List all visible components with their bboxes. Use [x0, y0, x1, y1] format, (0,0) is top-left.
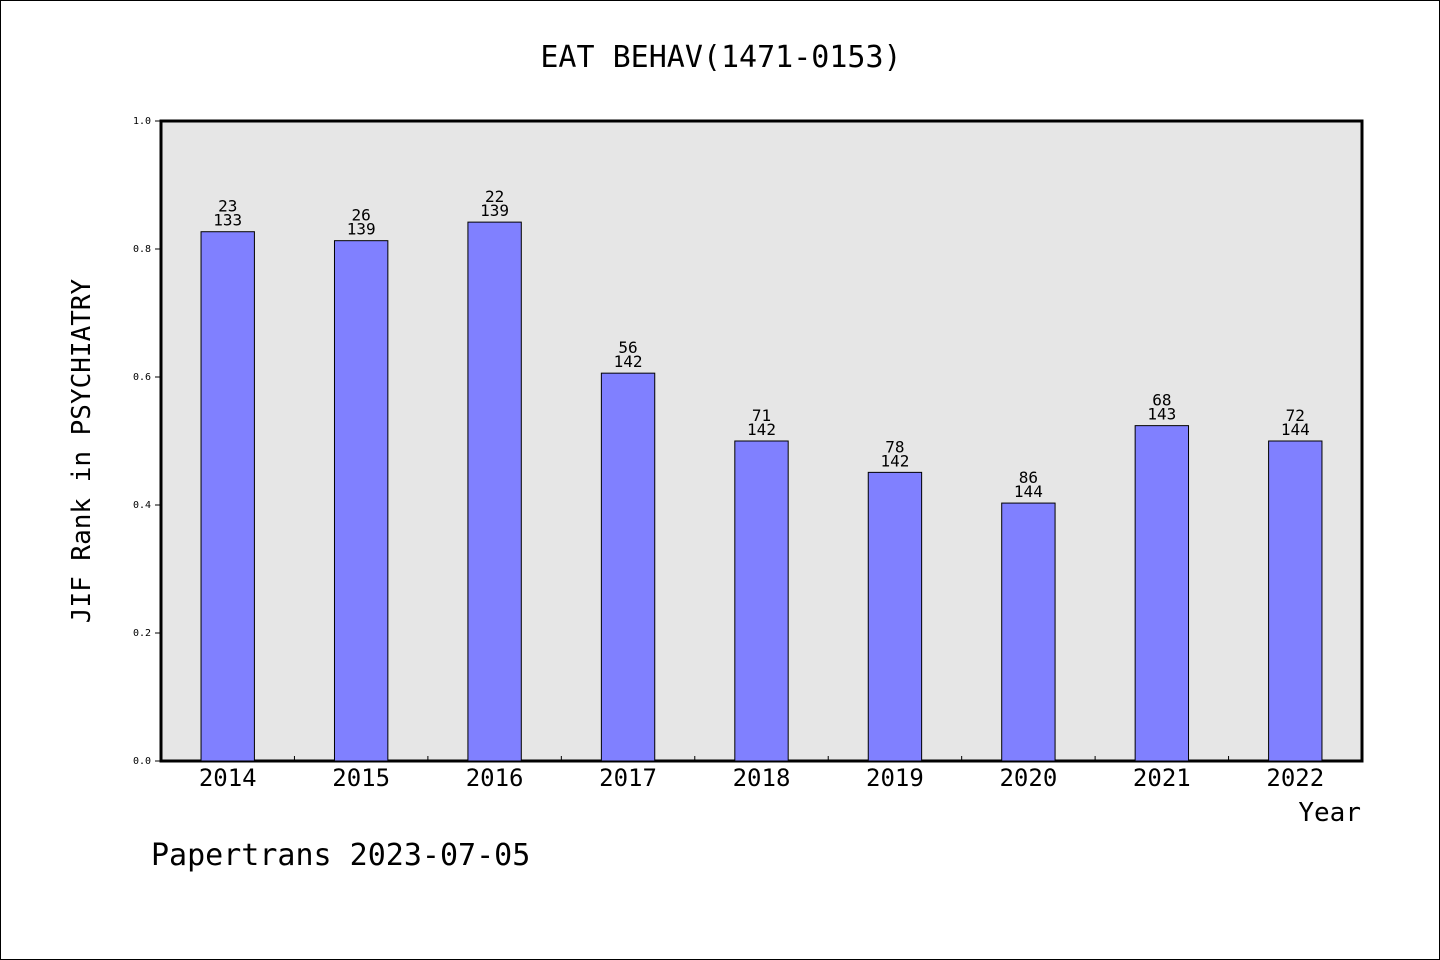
bar-total-label: 142 [880, 451, 909, 470]
bar-total-label: 139 [480, 201, 509, 220]
bar-rank-label: 23 [218, 197, 237, 216]
bar-total-label: 143 [1147, 405, 1176, 424]
bar [867, 471, 923, 762]
bar-rank-label: 26 [352, 206, 371, 225]
bar-rank-label: 86 [1019, 468, 1038, 487]
bar-total-label: 133 [213, 211, 242, 230]
bar-total-label: 142 [614, 352, 643, 371]
y-tick-label: 0.0 [133, 756, 151, 767]
y-tick-label: 0.8 [133, 244, 151, 255]
footer-stamp: Papertrans 2023-07-05 [151, 838, 530, 873]
bar [1268, 440, 1323, 762]
bar [734, 440, 789, 762]
bar [200, 231, 255, 762]
bar [1134, 425, 1190, 762]
x-tick-label: 2020 [999, 764, 1057, 792]
x-tick-label: 2019 [866, 764, 924, 792]
bar-total-label: 144 [1281, 420, 1310, 439]
bar [1001, 502, 1056, 762]
x-tick-label: 2018 [733, 764, 791, 792]
y-axis-label: JIF Rank in PSYCHIATRY [67, 278, 97, 623]
bar-rank-label: 56 [618, 338, 637, 357]
bar-rank-label: 71 [752, 406, 771, 425]
x-tick-label: 2016 [466, 764, 524, 792]
x-tick-label: 2022 [1266, 764, 1324, 792]
x-tick-label: 2017 [599, 764, 657, 792]
x-tick-label: 2014 [199, 764, 257, 792]
y-tick-label: 1.0 [133, 116, 151, 127]
y-tick-label: 0.6 [133, 372, 151, 383]
chart-title: EAT BEHAV(1471-0153) [540, 40, 901, 75]
bar-total-label: 139 [347, 220, 376, 239]
bar-rank-label: 78 [885, 437, 904, 456]
bar [467, 221, 522, 762]
bar-series [200, 221, 1323, 762]
bar [333, 240, 389, 762]
bar-rank-label: 72 [1286, 406, 1305, 425]
y-axis-ticks: 0.0 0.2 0.4 0.6 0.8 1.0 [133, 116, 161, 767]
bar-total-label: 144 [1014, 482, 1043, 501]
y-tick-label: 0.2 [133, 628, 151, 639]
bar-total-label: 142 [747, 420, 776, 439]
bar-rank-label: 22 [485, 187, 504, 206]
y-tick-label: 0.4 [133, 500, 151, 511]
x-tick-label: 2021 [1133, 764, 1191, 792]
x-tick-label: 2015 [332, 764, 390, 792]
x-axis-ticks: 2014 2015 2016 2017 2018 2019 2020 2021 2022 [199, 756, 1324, 792]
bar [600, 372, 656, 762]
x-axis-label: Year [1298, 798, 1361, 828]
bar-rank-label: 68 [1152, 391, 1171, 410]
